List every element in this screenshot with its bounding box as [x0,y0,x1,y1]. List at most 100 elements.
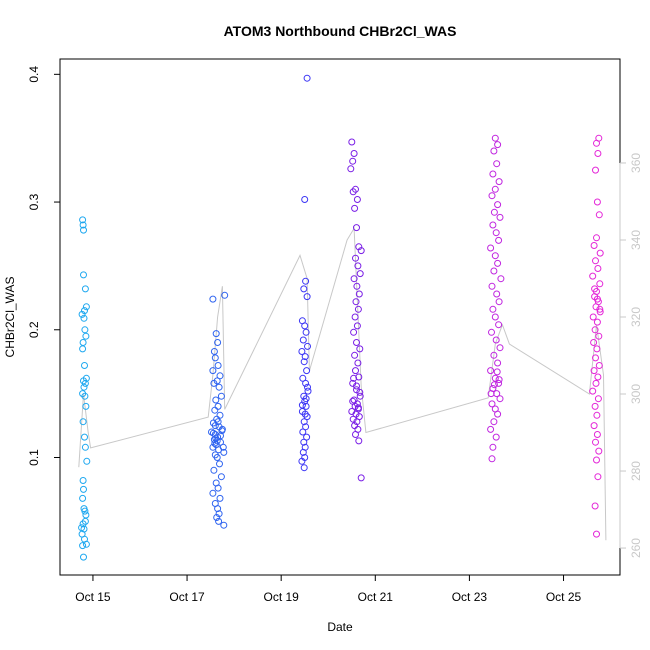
data-point [595,211,603,219]
data-point [593,411,601,419]
data-point [80,485,87,493]
data-point [595,332,603,340]
data-point [352,254,359,262]
data-point [80,271,87,279]
data-point [350,150,358,157]
data-point [490,381,498,389]
data-point [487,244,495,252]
data-point [300,418,308,426]
data-point [80,505,88,513]
data-point [82,303,90,311]
data-point [350,275,358,283]
data-point [596,249,604,257]
data-point [302,423,310,431]
data-point [491,134,499,142]
data-point [591,402,599,410]
data-point [300,285,308,293]
data-point [593,318,601,326]
data-point [488,328,495,336]
data-point [79,418,87,426]
data-point [589,387,597,395]
data-point [349,188,357,196]
data-point [208,428,215,436]
data-point [299,428,307,436]
data-point [209,367,217,375]
data-point [497,275,505,283]
data-point [347,165,355,173]
data-point [355,243,363,251]
data-point [213,454,221,461]
data-point [215,517,223,525]
x-tick-label: Oct 19 [263,590,299,604]
data-point [217,432,224,440]
data-point [213,437,221,445]
data-point [81,362,88,369]
data-point [495,178,503,186]
data-point [590,367,598,375]
data-point [357,474,365,482]
data-point [300,358,308,366]
data-point [302,277,310,285]
data-point [80,553,87,561]
data-point [487,425,495,433]
data-point [490,351,498,359]
axes: Oct 15 Oct 17 Oct 19 Oct 21 Oct 23 Oct 25 0.1 0… [27,66,643,604]
data-point [495,298,503,306]
data-point [353,196,361,203]
data-point [355,437,363,445]
data-point [592,438,599,446]
data-point [489,443,497,451]
data-point [214,362,222,369]
data-point [79,221,87,229]
y2-tick-label: 280 [629,461,643,481]
data-point [80,314,88,322]
data-point [349,157,357,165]
data-point [356,270,364,278]
data-point [214,418,222,426]
data-point [220,448,228,456]
data-point [353,282,361,290]
data-point [492,433,500,441]
x-tick-label: Oct 25 [546,590,582,604]
data-point [81,379,89,387]
data-point [299,374,307,382]
data-point [357,247,365,255]
data-point [590,339,598,346]
data-point [354,262,362,270]
data-point [298,457,306,465]
data-point [79,216,87,224]
data-point [349,397,357,405]
data-point [78,524,86,532]
data-point [301,322,309,330]
data-point [298,401,306,409]
data-point [220,521,228,529]
data-point [488,192,496,200]
data-point [216,494,224,502]
data-point [591,285,599,293]
data-point [215,383,223,391]
data-point [80,226,87,234]
data-point [303,433,311,441]
data-point [491,313,499,321]
data-point [595,447,603,455]
data-point [356,392,364,400]
data-point [303,74,311,82]
data-point [211,406,219,414]
data-point [82,332,90,340]
data-point [593,295,601,303]
data-point [496,213,504,221]
data-point [83,457,91,465]
data-point [495,379,503,387]
data-point [301,196,309,203]
plot-area [78,74,607,561]
data-point [592,379,600,387]
data-point [353,418,361,426]
y2-tick-label: 260 [629,538,643,558]
data-point [353,322,361,330]
data-point [494,259,502,267]
data-point [221,291,229,299]
y-tick-label: 0.2 [27,321,41,338]
data-point [301,410,309,418]
data-point [355,290,363,298]
data-point [496,344,504,352]
